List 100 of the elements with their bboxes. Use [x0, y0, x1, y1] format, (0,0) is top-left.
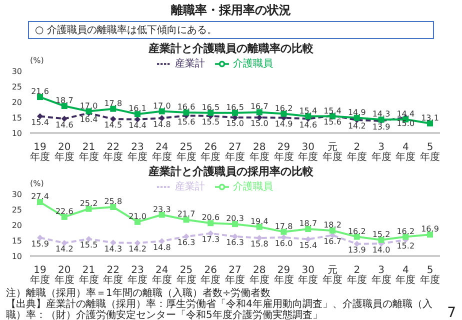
point: [208, 220, 214, 226]
data-label: 15.9: [31, 239, 49, 248]
y-tick-label: 20: [12, 220, 22, 230]
data-label: 15.4: [324, 106, 342, 116]
legend-label: 産業計: [175, 182, 205, 193]
point: [330, 228, 336, 234]
data-label: 14.4: [396, 109, 415, 118]
data-label: 13.9: [348, 246, 366, 255]
data-label: 14.4: [128, 121, 146, 130]
data-label: 16.5: [226, 102, 244, 112]
x-tick-label: 28年度: [249, 142, 270, 163]
y-axis-title: (%): [30, 56, 44, 65]
data-label: 19.4: [250, 216, 268, 226]
data-label: 25.8: [104, 197, 122, 206]
data-label: 15.0: [396, 119, 415, 128]
x-tick-label: 2年度: [346, 142, 367, 163]
data-label: 16.2: [348, 226, 366, 236]
data-label: 16.4: [80, 114, 98, 124]
data-label: 15.8: [250, 240, 268, 249]
data-label: 14.8: [152, 120, 171, 129]
data-label: 16.1: [128, 104, 146, 114]
data-label: 21.0: [128, 212, 146, 221]
x-tick-label: 2年度: [346, 265, 367, 286]
data-label: 15.5: [80, 240, 98, 250]
point: [183, 110, 190, 116]
x-tick-label: 5年度: [420, 265, 440, 286]
data-label: 14.0: [372, 245, 390, 254]
data-label: 15.4: [31, 118, 49, 127]
data-label: 25.2: [80, 198, 98, 208]
data-label: 14.9: [348, 108, 366, 117]
y-tick-label: 20: [12, 98, 22, 107]
text: 7: [447, 305, 456, 320]
point: [61, 240, 68, 246]
x-tick-label: 元年度: [322, 142, 342, 163]
x-tick-label: 21年度: [78, 265, 99, 286]
x-tick-label: 22年度: [103, 142, 124, 163]
x-tick-label: 4年度: [396, 265, 416, 286]
data-label: 16.7: [324, 236, 342, 246]
x-tick-label: 25年度: [176, 142, 196, 163]
text: 【出典】産業計の離職（採用）率：厚生労働省「令和4年雇用動向調査」、介護職員の離職（入職）率：（財）介護労働安定センター「令和5年度介護労働実態調査」: [6, 299, 434, 320]
data-label: 15.4: [299, 240, 318, 250]
data-label: 14.2: [348, 122, 366, 131]
data-label: 18.7: [55, 96, 74, 106]
legend-label: 介護職員: [233, 58, 273, 70]
point: [134, 240, 140, 246]
x-tick-label: 30年度: [298, 265, 318, 286]
data-label: 23.3: [152, 204, 171, 214]
text: 注）離職（採用）率＝1年間の離職（入職）者数÷労働者数: [6, 288, 271, 299]
x-tick-label: 19年度: [30, 265, 50, 286]
legend-label: 介護職員: [233, 182, 273, 193]
data-label: 20.3: [226, 214, 244, 224]
x-tick-label: 24年度: [152, 265, 172, 286]
x-tick-label: 23年度: [128, 142, 148, 163]
x-tick-label: 30年度: [298, 142, 318, 163]
point: [134, 111, 140, 118]
data-label: 14.6: [55, 120, 74, 130]
data-label: 15.0: [226, 119, 244, 128]
data-label: 15.4: [299, 106, 318, 116]
data-label: 22.6: [55, 206, 74, 216]
data-label: 16.7: [250, 102, 268, 112]
point: [232, 233, 238, 240]
data-label: 15.6: [177, 117, 196, 126]
data-label: 14.6: [299, 120, 318, 130]
data-label: 17.3: [202, 235, 220, 244]
x-tick-label: 20年度: [54, 142, 74, 163]
data-label: 16.3: [226, 238, 244, 248]
x-tick-label: 23年度: [128, 265, 148, 286]
point: [256, 109, 262, 116]
x-tick-label: 28年度: [249, 265, 270, 286]
point: [183, 216, 190, 223]
y-tick-label: 15: [12, 236, 22, 246]
x-tick-label: 21年度: [78, 142, 99, 163]
data-label: 16.3: [177, 238, 196, 248]
x-tick-label: 5年度: [420, 142, 440, 163]
y-tick-label: 10: [12, 128, 22, 138]
y-tick-label: 30: [12, 190, 22, 199]
point: [183, 233, 190, 240]
x-tick-label: 26年度: [200, 142, 221, 163]
data-label: 17.0: [80, 101, 98, 110]
x-tick-label: 25年度: [176, 265, 196, 286]
x-tick-label: 19年度: [30, 142, 50, 163]
x-tick-label: 27年度: [225, 142, 245, 163]
x-tick-label: 20年度: [54, 265, 74, 286]
point: [37, 234, 43, 241]
chart-title: 産業計と介護職員の採用率の比較: [148, 165, 314, 178]
data-label: 14.2: [55, 244, 74, 254]
data-label: 18.7: [299, 219, 318, 228]
data-label: 17.8: [274, 222, 293, 231]
data-label: 16.6: [177, 102, 196, 112]
x-tick-label: 26年度: [200, 265, 221, 286]
data-label: 16.2: [396, 226, 415, 236]
y-tick-label: 15: [12, 113, 22, 122]
x-tick-label: 27年度: [225, 265, 245, 286]
data-label: 13.9: [372, 122, 390, 132]
x-tick-label: 24年度: [152, 142, 172, 163]
x-tick-label: 22年度: [103, 265, 124, 286]
data-label: 18.2: [324, 220, 342, 230]
x-tick-label: 4年度: [396, 142, 416, 163]
data-label: 14.3: [104, 244, 122, 254]
data-label: 14.3: [372, 110, 390, 119]
